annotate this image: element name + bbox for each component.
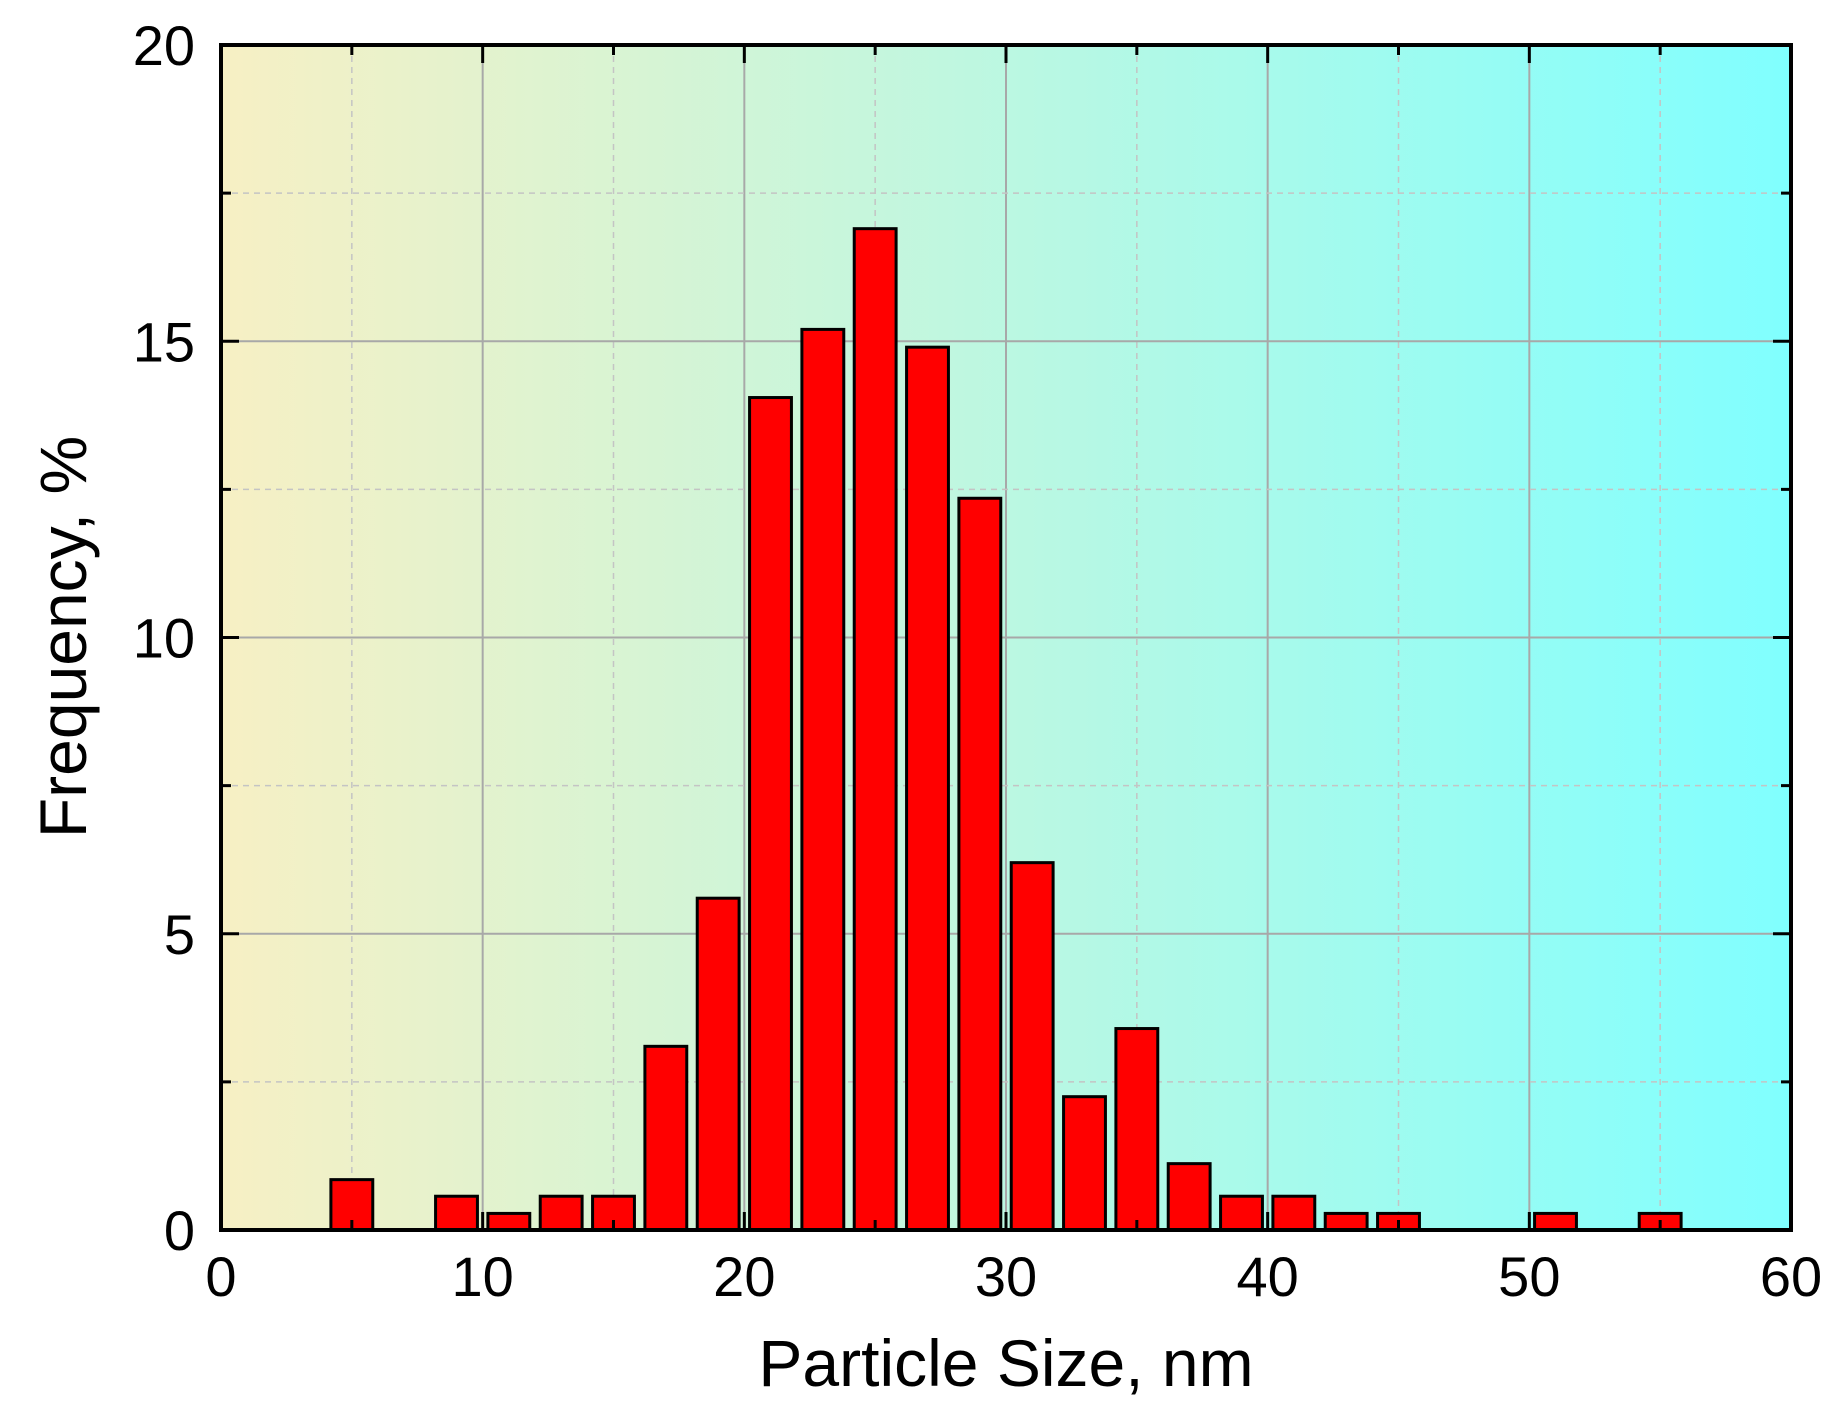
x-tick-label: 30 xyxy=(975,1245,1037,1308)
x-tick-label: 0 xyxy=(205,1245,236,1308)
y-tick-label: 5 xyxy=(164,903,195,966)
y-tick-label: 0 xyxy=(164,1199,195,1262)
histogram-bar xyxy=(748,396,793,1232)
y-axis-tick-labels: 0 5 10 15 20 xyxy=(133,14,195,1262)
histogram-bar xyxy=(1062,1095,1107,1232)
histogram-bar xyxy=(695,896,741,1232)
histogram-bar xyxy=(800,327,846,1232)
x-axis-tick-labels: 0 10 20 30 40 50 60 xyxy=(205,1245,1822,1308)
y-tick-label: 15 xyxy=(133,310,195,373)
y-tick-label: 10 xyxy=(133,607,195,670)
x-tick-label: 50 xyxy=(1498,1245,1560,1308)
y-tick-label: 20 xyxy=(133,14,195,77)
histogram-bar xyxy=(1323,1211,1369,1232)
x-tick-label: 60 xyxy=(1760,1245,1822,1308)
histogram-bar xyxy=(852,227,898,1232)
histogram-bar xyxy=(486,1211,532,1232)
x-axis-title: Particle Size, nm xyxy=(758,1326,1253,1400)
histogram-bar xyxy=(1166,1162,1212,1232)
x-tick-label: 20 xyxy=(713,1245,775,1308)
histogram-bar xyxy=(1219,1194,1264,1232)
histogram-bar xyxy=(905,345,950,1232)
histogram-bar xyxy=(957,496,1003,1232)
histogram-bar xyxy=(643,1044,689,1232)
histogram-bar xyxy=(1114,1027,1160,1232)
histogram-bar xyxy=(1533,1211,1578,1232)
y-axis-title: Frequency, % xyxy=(26,436,100,838)
x-tick-label: 10 xyxy=(452,1245,514,1308)
axis-ticks xyxy=(219,43,1793,1232)
histogram-bar xyxy=(538,1194,584,1232)
histogram-bar xyxy=(434,1194,479,1232)
bars xyxy=(329,227,1683,1232)
grid-lines xyxy=(221,45,1791,1230)
histogram-bar xyxy=(1271,1194,1317,1232)
x-tick-label: 40 xyxy=(1237,1245,1299,1308)
histogram-bar xyxy=(1009,861,1055,1232)
